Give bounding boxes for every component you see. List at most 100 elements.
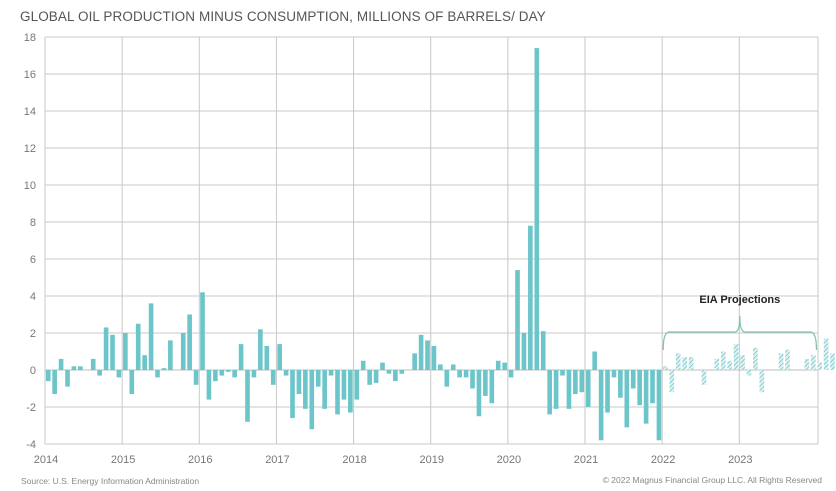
bar xyxy=(540,331,546,370)
bar xyxy=(611,370,617,378)
projection-bar xyxy=(785,349,790,370)
bar xyxy=(643,370,649,424)
x-tick-label: 2019 xyxy=(419,454,443,466)
annotation-label: EIA Projections xyxy=(699,294,780,306)
bar xyxy=(360,360,366,370)
bar xyxy=(65,370,70,387)
y-tick-label: 12 xyxy=(24,143,36,155)
x-tick-label: 2023 xyxy=(728,454,752,466)
bar xyxy=(399,370,405,374)
bar xyxy=(277,344,282,370)
bar xyxy=(438,364,443,370)
projection-bar xyxy=(675,353,681,370)
bar xyxy=(200,292,205,370)
y-tick-label: 10 xyxy=(24,180,36,192)
bar xyxy=(598,370,604,441)
bar xyxy=(476,370,482,417)
bar xyxy=(534,48,540,370)
y-tick-label: 14 xyxy=(24,106,36,118)
projection-bar xyxy=(714,358,720,370)
projection-bar xyxy=(830,353,835,370)
bar xyxy=(328,370,334,376)
projection-bar xyxy=(823,338,829,370)
bar xyxy=(367,370,372,385)
bar xyxy=(264,345,270,370)
x-tick-label: 2020 xyxy=(497,454,521,466)
x-axis: 2014 2015 2016 2017 2018 2019 2020 2021 2022 2023 xyxy=(34,454,753,466)
projection-bar xyxy=(778,353,784,370)
bar xyxy=(579,370,585,393)
bar xyxy=(630,370,636,389)
x-tick-label: 2015 xyxy=(111,454,135,466)
bar xyxy=(560,370,565,376)
bar xyxy=(142,355,147,370)
bar xyxy=(489,370,495,404)
bar xyxy=(592,351,597,370)
y-tick-label: 6 xyxy=(30,254,36,266)
bar xyxy=(155,370,160,378)
bar xyxy=(78,366,83,370)
bar xyxy=(463,370,469,378)
bar xyxy=(206,370,212,400)
bar xyxy=(58,358,64,370)
bar xyxy=(283,370,289,376)
bar xyxy=(386,370,392,374)
bar xyxy=(290,370,295,419)
projection-bar xyxy=(682,357,687,370)
projection-bar xyxy=(701,370,707,385)
bar xyxy=(168,340,173,370)
bar xyxy=(219,370,225,376)
bar xyxy=(547,370,552,415)
projection-bar xyxy=(759,370,765,393)
bar xyxy=(483,370,488,396)
brace-icon xyxy=(662,315,818,351)
bar xyxy=(322,370,327,409)
chart-title: GLOBAL OIL PRODUCTION MINUS CONSUMPTION,… xyxy=(20,9,546,24)
y-tick-label: -2 xyxy=(26,402,36,414)
bar xyxy=(187,314,192,370)
projection-bar xyxy=(663,366,668,370)
source-note: Source: U.S. Energy Information Administ… xyxy=(21,476,200,486)
bar xyxy=(213,370,218,382)
bar xyxy=(161,368,167,370)
bar xyxy=(335,370,340,415)
x-tick-label: 2018 xyxy=(342,454,366,466)
bar xyxy=(412,353,417,370)
projection-bar xyxy=(817,362,822,370)
bar xyxy=(45,370,51,382)
projection-bar xyxy=(688,357,694,370)
y-tick-label: 2 xyxy=(30,328,36,340)
bar xyxy=(52,370,57,395)
y-tick-label: -4 xyxy=(26,439,36,451)
bar xyxy=(348,370,353,413)
bar xyxy=(418,334,424,370)
projection-bar xyxy=(810,355,816,370)
bar xyxy=(270,370,276,385)
copyright-note: © 2022 Magnus Financial Group LLC. All R… xyxy=(602,475,822,485)
projection-bar xyxy=(804,358,810,370)
bar xyxy=(618,370,623,398)
bar xyxy=(528,225,533,370)
bar xyxy=(110,334,115,370)
projection-bar xyxy=(727,360,732,370)
x-tick-label: 2022 xyxy=(651,454,675,466)
bar xyxy=(508,370,514,378)
bar xyxy=(97,370,102,376)
bar xyxy=(521,333,527,370)
bar xyxy=(450,364,456,370)
bar xyxy=(393,370,398,382)
bar xyxy=(232,370,237,378)
projection-bar xyxy=(753,347,758,370)
bar xyxy=(553,370,559,409)
bar xyxy=(624,370,630,428)
bar xyxy=(470,370,475,389)
bar xyxy=(566,370,572,409)
bar xyxy=(90,358,96,370)
bar xyxy=(656,370,662,441)
y-tick-label: 8 xyxy=(30,217,36,229)
x-tick-label: 2016 xyxy=(188,454,212,466)
projection-bar xyxy=(720,351,726,370)
x-tick-label: 2017 xyxy=(265,454,289,466)
bar xyxy=(457,370,462,378)
bar xyxy=(605,370,610,413)
